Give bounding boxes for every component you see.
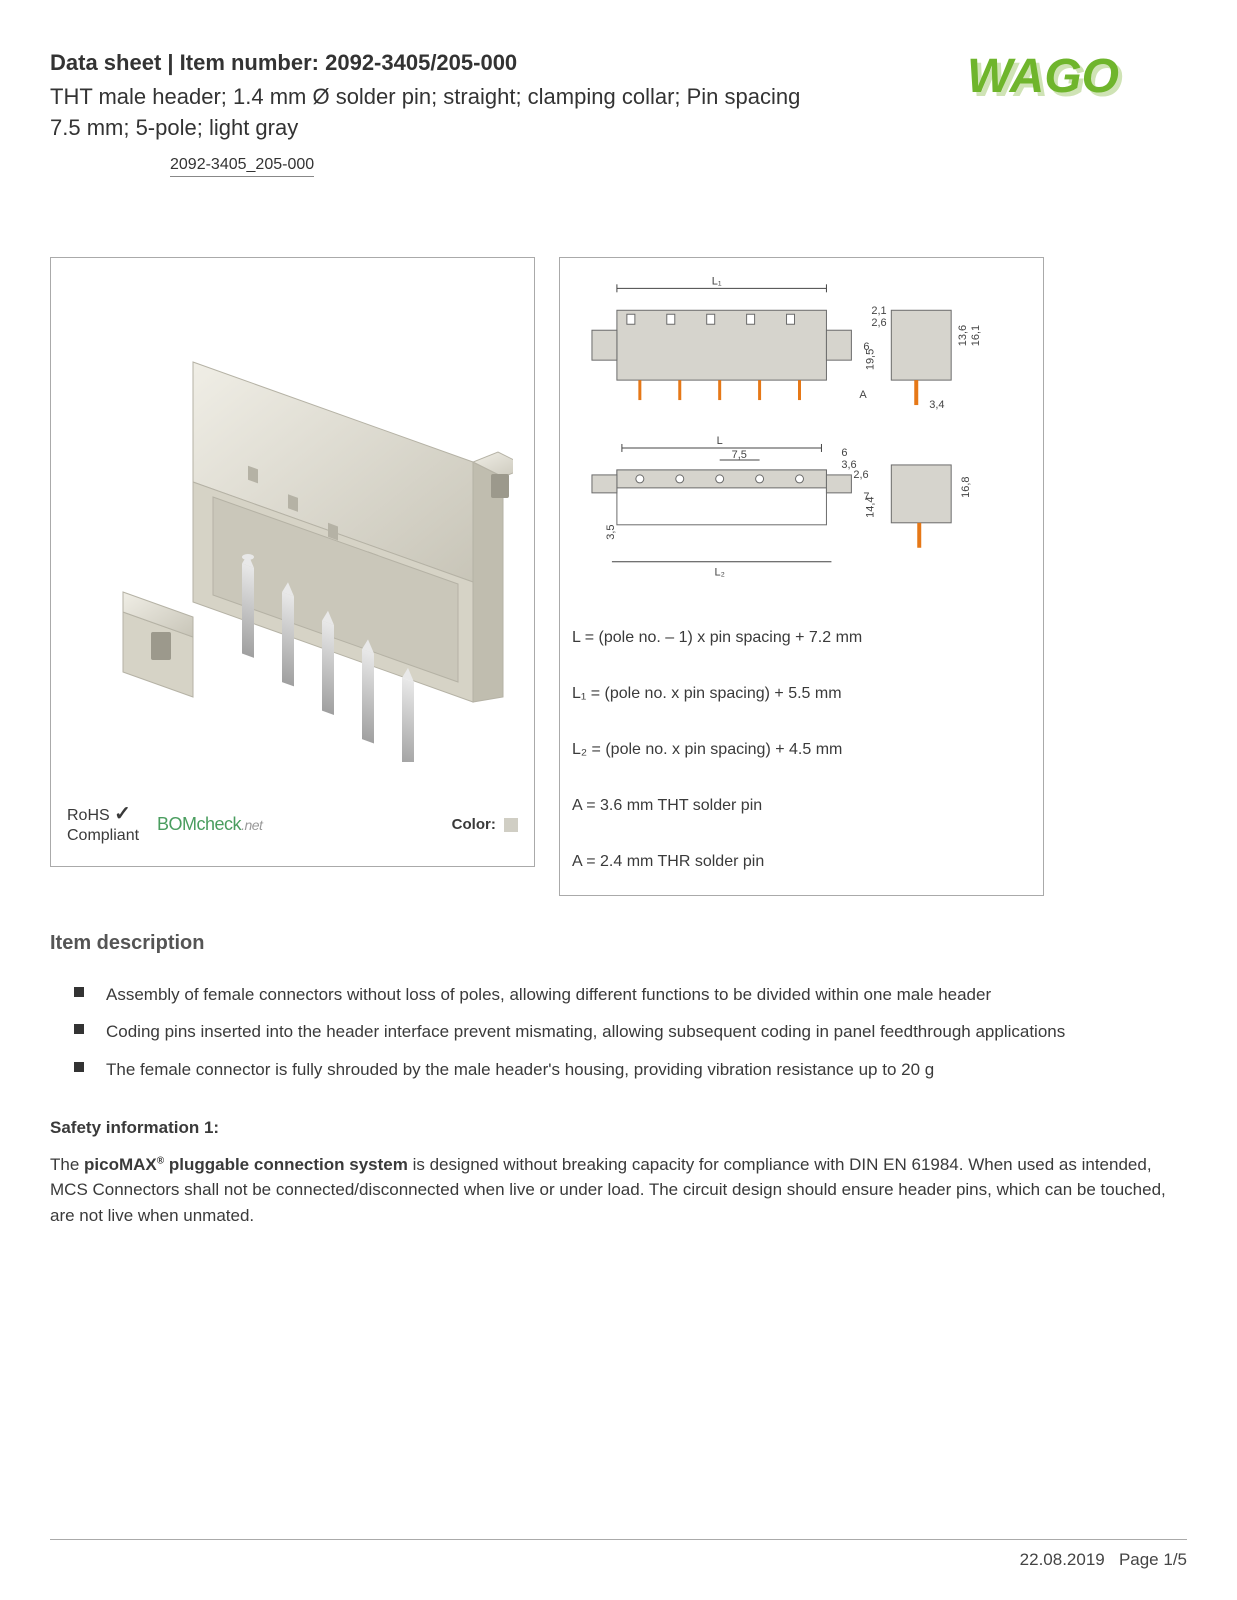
safety-bold: picoMAX (84, 1155, 157, 1174)
formula-L: L = (pole no. – 1) x pin spacing + 7.2 m… (572, 629, 1031, 647)
safety-body: The picoMAX® pluggable connection system… (50, 1152, 1187, 1229)
subtitle: THT male header; 1.4 mm Ø solder pin; st… (50, 82, 830, 144)
dim-16-1: 16,1 (970, 324, 982, 345)
dim-7-5: 7,5 (732, 449, 747, 461)
bullet-list: Assembly of female connectors without lo… (50, 983, 1187, 1082)
content-row: RoHS ✓ Compliant BOMcheck.net Color: (50, 257, 1187, 896)
dim-16-8: 16,8 (960, 476, 972, 497)
footer-page: Page 1/5 (1119, 1550, 1187, 1569)
product-image (63, 270, 522, 795)
svg-text:WAGO: WAGO (967, 50, 1119, 103)
color-text: Color: (452, 816, 496, 833)
wago-logo: WAGO WAGO (967, 50, 1187, 110)
formula-A-tht: A = 3.6 mm THT solder pin (572, 797, 1031, 815)
compliance-row: RoHS ✓ Compliant BOMcheck.net Color: (63, 794, 522, 853)
dim-2-6b: 2,6 (853, 469, 868, 481)
rohs-text: RoHS (67, 807, 110, 824)
title-prefix: Data sheet | Item number: (50, 50, 325, 75)
bomcheck-suffix: .net (241, 817, 262, 833)
item-number: 2092-3405/205-000 (325, 50, 517, 75)
rohs-label: RoHS ✓ Compliant (67, 802, 139, 845)
header-text-block: Data sheet | Item number: 2092-3405/205-… (50, 50, 967, 177)
formula-A-thr: A = 2.4 mm THR solder pin (572, 853, 1031, 871)
technical-drawing: L₁ 2,1 2,6 6 19,5 A 13,6 16,1 3,4 (572, 270, 1031, 600)
color-swatch (504, 818, 518, 832)
safety-bold2: pluggable connection system (164, 1155, 408, 1174)
header: Data sheet | Item number: 2092-3405/205-… (50, 50, 1187, 177)
dim-6b: 6 (841, 447, 847, 459)
bomcheck-text: BOMcheck (157, 814, 241, 834)
part-link[interactable]: 2092-3405_205-000 (170, 156, 314, 177)
check-icon: ✓ (114, 803, 131, 825)
footer-date: 22.08.2019 (1020, 1550, 1105, 1569)
safety-heading: Safety information 1: (50, 1118, 1187, 1138)
product-box: RoHS ✓ Compliant BOMcheck.net Color: (50, 257, 535, 867)
formula-L2: L₂ = (pole no. x pin spacing) + 4.5 mm (572, 741, 1031, 759)
bullet-item: Assembly of female connectors without lo… (74, 983, 1187, 1007)
formula-L1: L₁ = (pole no. x pin spacing) + 5.5 mm (572, 685, 1031, 703)
dim-L: L (717, 435, 723, 447)
safety-prefix: The (50, 1155, 84, 1174)
item-description-heading: Item description (50, 932, 1187, 955)
dim-3-4: 3,4 (929, 399, 944, 411)
footer: 22.08.2019 Page 1/5 (50, 1539, 1187, 1570)
rohs-compliant: Compliant (67, 827, 139, 844)
drawing-box: L₁ 2,1 2,6 6 19,5 A 13,6 16,1 3,4 (559, 257, 1044, 896)
dim-L2: L₂ (714, 566, 724, 578)
dim-A: A (859, 389, 867, 401)
bullet-item: The female connector is fully shrouded b… (74, 1058, 1187, 1082)
dim-L1: L₁ (712, 275, 722, 287)
dim-3-5: 3,5 (605, 524, 617, 539)
bullet-item: Coding pins inserted into the header int… (74, 1020, 1187, 1044)
dim-2-6: 2,6 (871, 317, 886, 329)
dim-13-6: 13,6 (957, 324, 969, 345)
dim-14-4: 14,4 (864, 496, 876, 517)
bomcheck-label: BOMcheck.net (157, 814, 262, 835)
page-title: Data sheet | Item number: 2092-3405/205-… (50, 50, 967, 76)
dim-2-1: 2,1 (871, 305, 886, 317)
dim-19-5: 19,5 (864, 348, 876, 369)
color-label: Color: (452, 816, 518, 833)
